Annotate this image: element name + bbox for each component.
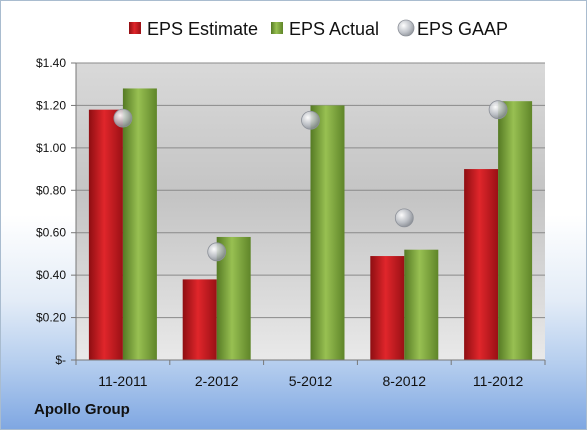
legend-swatch xyxy=(397,19,415,37)
x-tick-label: 2-2012 xyxy=(195,373,239,389)
y-tick-label: $1.20 xyxy=(36,98,66,112)
eps-gaap-point xyxy=(207,242,227,262)
x-tick-label: 11-2012 xyxy=(473,373,524,389)
x-tick-label: 5-2012 xyxy=(289,373,333,389)
y-tick-label: $0.20 xyxy=(36,311,66,325)
eps-gaap-point xyxy=(301,110,320,130)
eps-actual-bar xyxy=(404,249,439,360)
legend-item: EPS Actual xyxy=(271,19,379,39)
x-tick-label: 11-2011 xyxy=(98,373,148,389)
legend-item: EPS GAAP xyxy=(397,19,508,39)
bars xyxy=(88,88,533,361)
legend-label: EPS Estimate xyxy=(147,19,258,39)
eps-gaap-point xyxy=(394,208,414,228)
x-axis: 11-2011 2-2012 5-2012 8-2012 11-2012 xyxy=(75,359,546,389)
x-tick-label: 8-2012 xyxy=(383,373,427,389)
eps-estimate-bar xyxy=(182,279,217,360)
eps-estimate-bar xyxy=(464,169,499,360)
eps-estimate-bar xyxy=(370,256,405,360)
company-label: Apollo Group xyxy=(34,401,130,418)
legend-swatch xyxy=(129,22,141,34)
eps-actual-bar xyxy=(310,105,345,360)
y-tick-label: $0.80 xyxy=(36,183,66,197)
y-tick-label: $0.60 xyxy=(36,226,66,240)
eps-actual-bar xyxy=(122,88,157,360)
y-axis: $- $0.20 $0.40 $0.60 $0.80 $1.00 $1.20 $1.40 xyxy=(36,56,77,367)
legend-label: EPS Actual xyxy=(289,19,379,39)
y-tick-label: $- xyxy=(55,353,66,367)
legend-label: EPS GAAP xyxy=(417,19,508,39)
eps-gaap-point xyxy=(488,100,508,120)
legend-swatch xyxy=(271,22,283,34)
legend: EPS Estimate EPS Actual EPS GAAP xyxy=(129,19,508,39)
gaap-points xyxy=(113,100,508,262)
eps-estimate-bar xyxy=(88,109,123,361)
legend-item: EPS Estimate xyxy=(129,19,258,39)
eps-gaap-point xyxy=(113,108,133,128)
y-tick-label: $1.00 xyxy=(36,141,66,155)
eps-actual-bar xyxy=(498,101,533,360)
y-tick-label: $1.40 xyxy=(36,56,66,70)
y-tick-label: $0.40 xyxy=(36,268,66,282)
